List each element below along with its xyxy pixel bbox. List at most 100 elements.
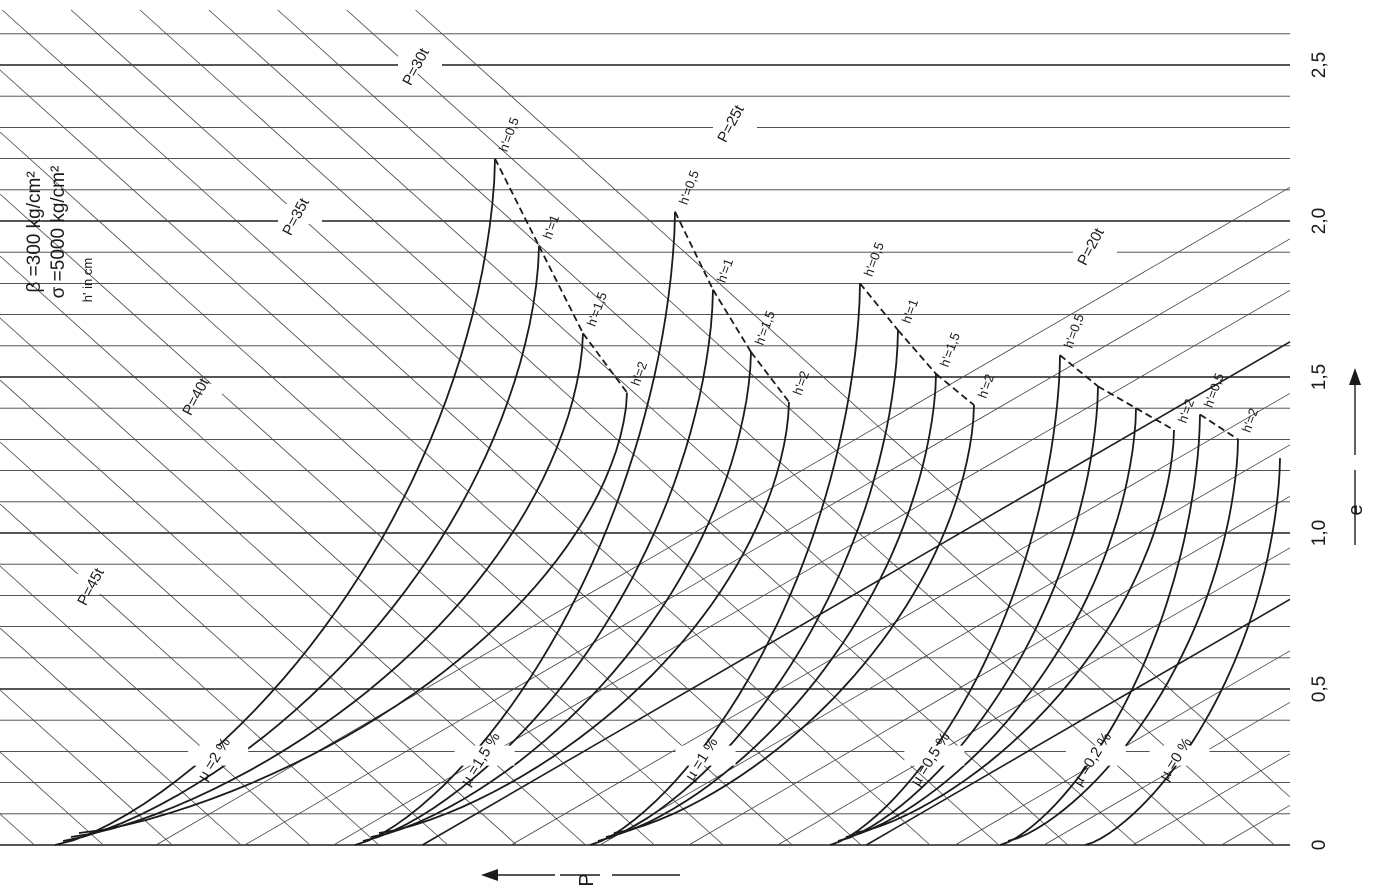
mu-curve	[613, 405, 975, 834]
x-axis-label: e	[1345, 504, 1367, 515]
gridline-diagonal	[1043, 701, 1291, 846]
h-dash-link	[538, 245, 584, 334]
mu-curve	[78, 392, 628, 834]
mu-curve	[370, 351, 752, 838]
y-axis-arrowhead	[481, 869, 498, 881]
label-mask	[675, 745, 736, 766]
gridline-diagonal	[422, 341, 1291, 846]
h-label: h'=1,5	[584, 290, 610, 328]
gridline-cross	[0, 255, 655, 846]
gridline-cross	[70, 9, 1000, 846]
gridline-cross	[1, 9, 931, 846]
mu-curve	[837, 386, 1099, 842]
gridline-cross	[208, 9, 1137, 846]
gridline-cross	[415, 9, 1291, 798]
x-tick-label: 0,5	[1309, 676, 1330, 702]
gridline-cross	[346, 9, 1275, 846]
h-dash-link	[1097, 385, 1137, 409]
h-dash-link	[712, 289, 752, 353]
mu-curve	[853, 429, 1175, 834]
gridline-cross	[0, 689, 173, 846]
gridline-cross	[0, 565, 311, 846]
h-label: h'=0,5	[496, 115, 522, 153]
label-mask	[713, 111, 757, 131]
label-mask	[73, 574, 117, 594]
gridline-cross	[0, 503, 380, 846]
gridline-diagonal	[599, 444, 1291, 846]
h-label: h'=0,5	[676, 168, 702, 206]
h-label: h'=2	[975, 372, 997, 400]
gridline-diagonal	[1221, 804, 1291, 846]
gridline-diagonal	[1132, 753, 1291, 846]
mu-curve	[354, 211, 676, 846]
gridline-cross	[0, 813, 35, 846]
h-label: h'=2	[628, 359, 650, 387]
label-mask	[398, 54, 442, 74]
label-mask	[1149, 745, 1210, 766]
mu-curve	[378, 401, 790, 834]
gridline-cross	[0, 193, 724, 846]
gridline-diagonal	[777, 547, 1291, 846]
h-dash-link	[1135, 407, 1175, 431]
x-tick-label: 2,0	[1309, 208, 1330, 234]
h-label: h'=1	[540, 213, 562, 241]
gridline-cross	[0, 379, 517, 846]
param-sigma: σ =5000 kg/cm²	[48, 166, 69, 299]
curves	[54, 158, 1281, 846]
h-dash-link	[897, 329, 937, 375]
label-mask	[188, 745, 249, 766]
mu-curve	[54, 158, 496, 846]
gridline-diagonal	[511, 392, 1291, 846]
gridline-cross	[0, 131, 793, 846]
mu-curve	[62, 245, 540, 842]
gridline-cross	[0, 69, 862, 846]
x-tick-label: 2,5	[1309, 52, 1330, 78]
mu-curve	[845, 408, 1137, 838]
gridline-cross	[0, 627, 242, 846]
h-dash-link	[582, 332, 628, 394]
h-label: h'=2	[1239, 406, 1261, 434]
h-label: h'=0,5	[861, 240, 887, 278]
h-dash-link	[859, 282, 899, 331]
mu-curve	[597, 330, 899, 842]
label-mask	[278, 204, 322, 224]
mu-curve	[589, 283, 861, 846]
mu-curve	[70, 333, 584, 838]
param-beta: β =300 kg/cm²	[24, 171, 45, 292]
gridline-diagonal	[244, 238, 1291, 846]
h-label: h'=1,5	[937, 331, 963, 369]
h-dash-link	[1199, 413, 1239, 441]
x-axis-arrowhead	[1349, 368, 1361, 385]
h-label: h'=1	[899, 297, 921, 325]
h-unit-note: h' in cm	[80, 258, 95, 302]
gridline-diagonal	[155, 186, 1291, 846]
x-tick-label: 1,0	[1309, 520, 1330, 546]
h-dash-link	[1059, 354, 1099, 388]
mu-curve	[1084, 458, 1281, 846]
grid	[0, 9, 1291, 846]
h-label: h'=1	[714, 256, 736, 284]
label-mask	[1066, 745, 1126, 766]
label-mask	[1073, 234, 1117, 254]
label-mask	[904, 745, 965, 766]
h-dash-link	[935, 373, 975, 406]
mu-curve	[605, 373, 937, 838]
h-label: h'=2	[1175, 397, 1197, 425]
label-mask	[178, 384, 222, 404]
gridline-cross	[0, 441, 449, 846]
mu-curve	[829, 355, 1061, 846]
mu-curve	[1007, 439, 1239, 842]
h-label: h'=2	[790, 369, 812, 397]
mu-curve	[362, 289, 714, 842]
gridline-cross	[139, 9, 1069, 846]
y-axis-label: P	[576, 873, 598, 886]
gridline-diagonal	[865, 598, 1291, 846]
x-tick-label: 0	[1309, 840, 1330, 851]
label-mask	[454, 745, 515, 766]
gridline-diagonal	[688, 495, 1291, 846]
x-tick-label: 1,5	[1309, 364, 1330, 390]
h-dash-link	[494, 158, 540, 247]
gridline-cross	[0, 751, 104, 846]
mu-curve	[999, 414, 1201, 846]
